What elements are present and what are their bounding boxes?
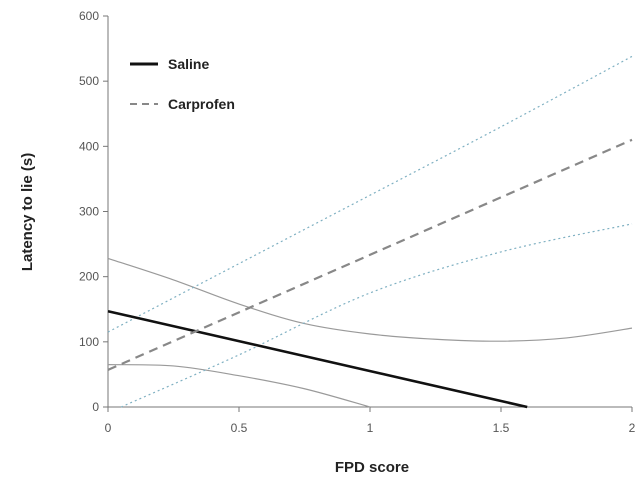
carprofen-ci-lower-line — [120, 223, 633, 408]
y-axis-title: Latency to lie (s) — [19, 153, 36, 271]
saline-ci-lower-line — [107, 364, 371, 408]
carprofen-fit-line — [107, 138, 633, 371]
saline-ci-upper-line — [107, 257, 633, 342]
y-tick-label: 100 — [79, 335, 99, 349]
saline-fit-line — [107, 309, 528, 409]
x-axis-title: FPD score — [335, 459, 409, 476]
x-tick-label: 0.5 — [231, 421, 248, 435]
confidence-intervals — [107, 55, 633, 408]
legend-label-carprofen: Carprofen — [168, 96, 235, 112]
x-tick-label: 0 — [105, 421, 112, 435]
y-tick-label: 0 — [92, 400, 99, 414]
y-tick-label: 400 — [79, 139, 99, 153]
series-lines — [107, 138, 633, 409]
x-ticks: 0 0.5 1 1.5 2 — [105, 407, 635, 435]
legend-label-saline: Saline — [168, 56, 209, 72]
y-tick-label: 200 — [79, 270, 99, 284]
x-tick-label: 2 — [629, 421, 635, 435]
plot-area: 0 100 200 300 400 500 600 0 0.5 1 1.5 2 — [79, 9, 635, 435]
legend: Saline Carprofen — [130, 56, 235, 112]
carprofen-ci-upper-line — [107, 55, 633, 333]
x-tick-label: 1 — [367, 421, 374, 435]
y-ticks: 0 100 200 300 400 500 600 — [79, 9, 108, 414]
x-tick-label: 1.5 — [493, 421, 510, 435]
y-tick-label: 600 — [79, 9, 99, 23]
y-tick-label: 300 — [79, 205, 99, 219]
y-tick-label: 500 — [79, 74, 99, 88]
